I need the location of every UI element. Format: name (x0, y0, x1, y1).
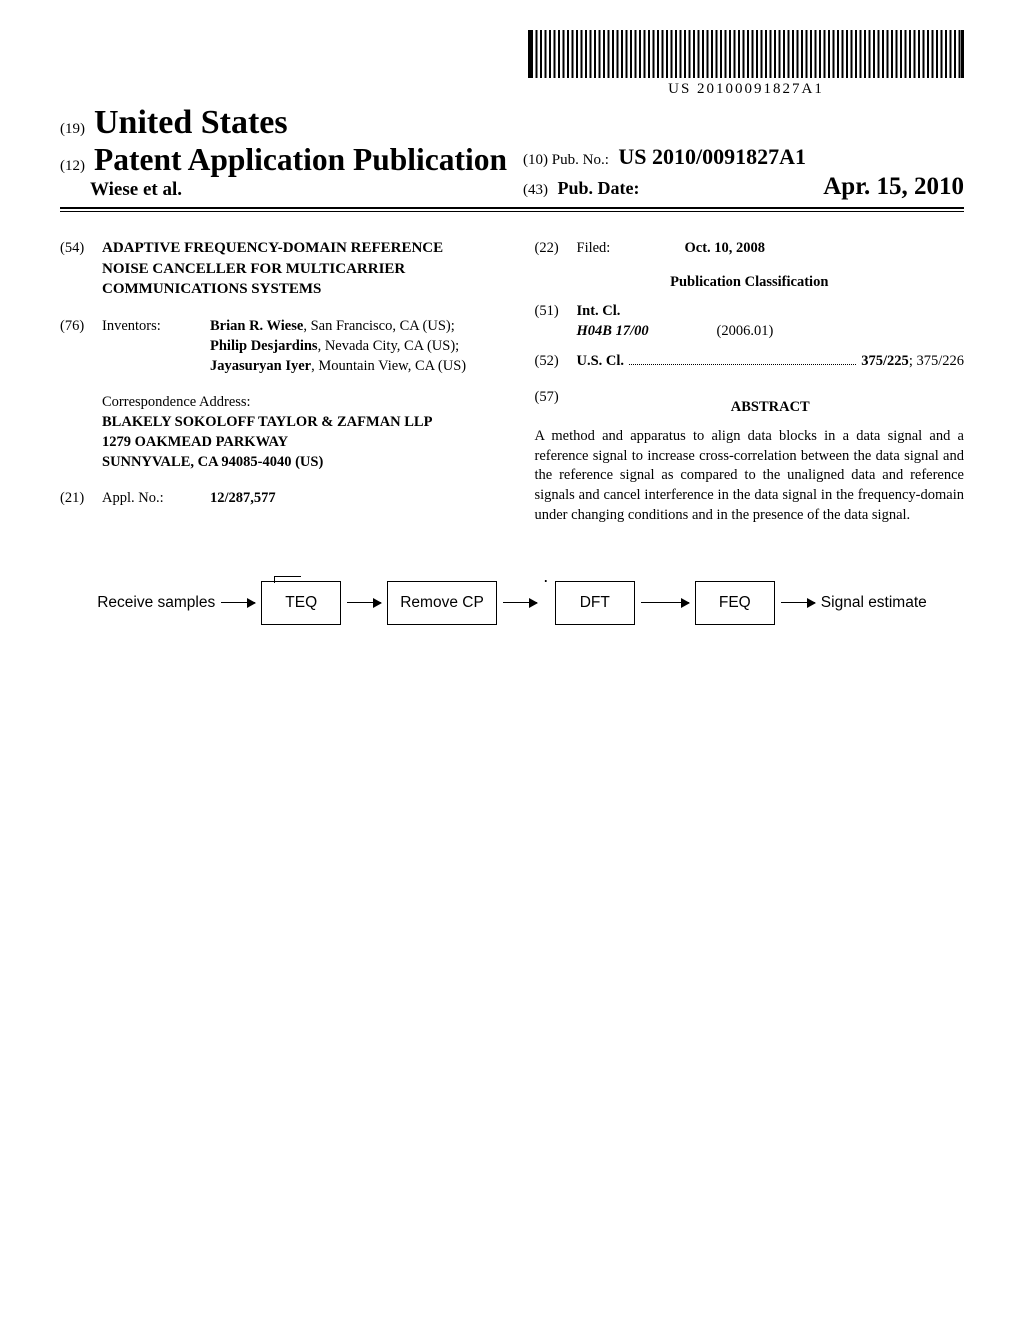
correspondence-section: Correspondence Address: BLAKELY SOKOLOFF… (60, 392, 490, 472)
filed-label: Filed: (577, 238, 685, 258)
intcl-section: (51) Int. Cl. H04B 17/00 (2006.01) (535, 301, 965, 341)
dot-mark: . (543, 566, 549, 587)
title-num: (54) (60, 238, 102, 300)
abstract-num: (57) (535, 387, 577, 423)
country-num: (19) (60, 121, 85, 137)
correspondence-line1: BLAKELY SOKOLOFF TAYLOR & ZAFMAN LLP (102, 412, 490, 432)
correspondence-line2: 1279 OAKMEAD PARKWAY (102, 432, 490, 452)
barcode-text: US 20100091827A1 (528, 81, 964, 98)
arrow-icon (503, 602, 537, 604)
country: United States (94, 104, 288, 141)
publication-date: Apr. 15, 2010 (823, 171, 964, 203)
node-receive-samples: Receive samples (97, 594, 215, 612)
inventors-label: Inventors: (102, 316, 210, 376)
intcl-label: Int. Cl. (577, 301, 965, 321)
abstract-heading-row: (57) ABSTRACT (535, 387, 965, 423)
biblio-columns: (54) ADAPTIVE FREQUENCY-DOMAIN REFERENCE… (60, 238, 964, 526)
flow-diagram: Receive samples TEQ Remove CP . DFT FEQ … (60, 581, 964, 625)
uscl-label: U.S. Cl. (577, 351, 625, 371)
node-remove-cp: Remove CP (387, 581, 497, 625)
inventors-section: (76) Inventors: Brian R. Wiese, San Fran… (60, 316, 490, 376)
arrow-icon (347, 602, 381, 604)
authors-etal: Wiese et al. (60, 178, 523, 203)
uscl-value: 375/225 (861, 351, 909, 371)
uscl-dots (629, 364, 856, 365)
abstract-heading: ABSTRACT (577, 397, 965, 417)
uscl-section: (52) U.S. Cl. 375/225; 375/226 (535, 351, 965, 371)
uscl-num: (52) (535, 351, 577, 371)
pubdate-label: Pub. Date: (558, 178, 640, 198)
application-number: 12/287,577 (210, 488, 276, 508)
node-signal-estimate: Signal estimate (821, 594, 927, 612)
node-dft: DFT (555, 581, 635, 625)
arrow-icon (781, 602, 815, 604)
publication-type: Patent Application Publication (94, 142, 507, 177)
title-section: (54) ADAPTIVE FREQUENCY-DOMAIN REFERENCE… (60, 238, 490, 300)
intcl-date: (2006.01) (717, 321, 774, 341)
pubtype-num: (12) (60, 158, 85, 174)
intcl-num: (51) (535, 301, 577, 341)
correspondence-label: Correspondence Address: (60, 392, 490, 412)
pubclass-heading: Publication Classification (535, 274, 965, 291)
barcode-region: US 20100091827A1 (60, 30, 964, 98)
inventors-text: Brian R. Wiese, San Francisco, CA (US); … (210, 316, 490, 376)
correspondence-line3: SUNNYVALE, CA 94085-4040 (US) (102, 452, 490, 472)
node-feq: FEQ (695, 581, 775, 625)
invention-title: ADAPTIVE FREQUENCY-DOMAIN REFERENCE NOIS… (102, 238, 490, 300)
inventors-num: (76) (60, 316, 102, 376)
node-teq: TEQ (261, 581, 341, 625)
left-column: (54) ADAPTIVE FREQUENCY-DOMAIN REFERENCE… (60, 238, 490, 526)
arrow-icon (221, 602, 255, 604)
barcode-bars (528, 30, 964, 78)
pubno-label: Pub. No.: (552, 152, 609, 168)
document-header: (19) United States (12) Patent Applicati… (60, 103, 964, 209)
right-column: (22) Filed: Oct. 10, 2008 Publication Cl… (535, 238, 965, 526)
filed-section: (22) Filed: Oct. 10, 2008 (535, 238, 965, 258)
abstract-text: A method and apparatus to align data blo… (535, 427, 965, 526)
applno-num: (21) (60, 488, 102, 508)
uscl-value2: ; 375/226 (909, 351, 964, 371)
arrow-icon (641, 602, 689, 604)
intcl-code: H04B 17/00 (577, 321, 717, 341)
pubdate-num: (43) (523, 182, 548, 198)
filed-date: Oct. 10, 2008 (685, 238, 766, 258)
pubno-num: (10) (523, 152, 548, 168)
applno-section: (21) Appl. No.: 12/287,577 (60, 488, 490, 508)
applno-label: Appl. No.: (102, 488, 210, 508)
filed-num: (22) (535, 238, 577, 258)
publication-number: US 2010/0091827A1 (618, 144, 806, 169)
